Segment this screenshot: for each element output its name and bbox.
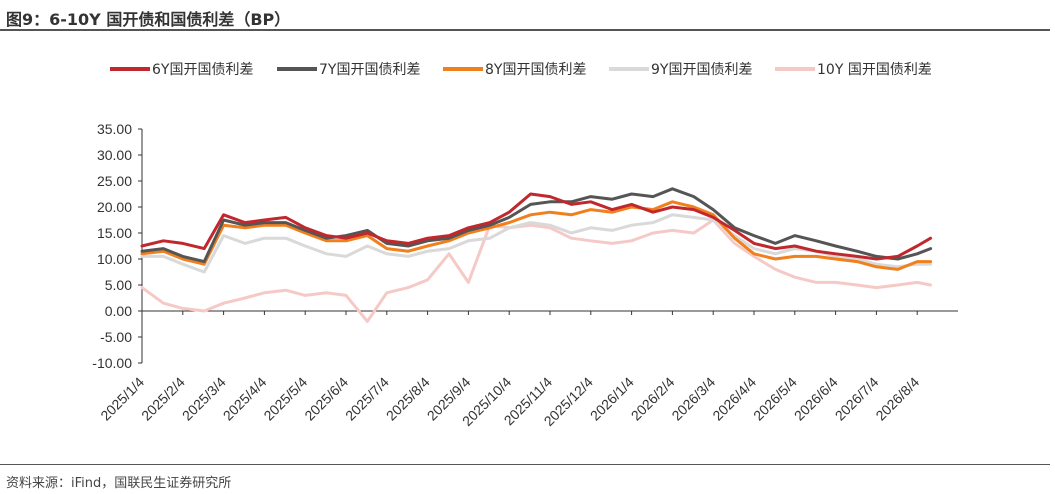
y-tick-label: -10.00	[92, 355, 132, 371]
y-tick-label: 10.00	[97, 251, 132, 267]
legend-label: 7Y国开国债利差	[319, 62, 420, 78]
legend-label: 10Y 国开国债利差	[817, 62, 932, 78]
x-tick-label: 2025/4/4	[220, 374, 270, 424]
y-tick-label: 5.00	[105, 277, 132, 293]
series-line	[140, 200, 933, 271]
chart-title: 图9：6-10Y 国开债和国债利差（BP）	[6, 10, 291, 29]
x-tick-label: 2026/6/4	[791, 374, 841, 424]
y-tick-label: 35.00	[97, 121, 132, 137]
x-tick-label: 2026/4/4	[709, 374, 759, 424]
y-axis: 35.00 30.00 25.00 20.00 15.00 10.00 5.00 0.00 -5…	[92, 121, 143, 371]
series-line	[140, 187, 933, 264]
series-line	[140, 192, 933, 261]
legend-label: 6Y国开国债利差	[152, 62, 253, 78]
x-tick-label: 2026/8/4	[872, 374, 922, 424]
y-tick-label: -5.00	[100, 329, 132, 345]
legend-label: 9Y国开国债利差	[651, 62, 752, 78]
y-tick-label: 30.00	[97, 147, 132, 163]
x-tick-label: 2026/5/4	[750, 374, 800, 424]
x-tick-label: 2026/2/4	[628, 374, 678, 424]
footer-divider	[0, 464, 1050, 465]
legend: 6Y国开国债利差 7Y国开国债利差 8Y国开国债利差 9Y国开国债利差 10Y 国开国债…	[110, 62, 932, 78]
y-tick-label: 25.00	[97, 173, 132, 189]
x-tick-label: 2026/1/4	[587, 374, 637, 424]
x-tick-label: 2025/8/4	[383, 374, 433, 424]
x-tick-label: 2025/5/4	[260, 374, 310, 424]
x-tick-label: 2026/7/4	[832, 374, 882, 424]
x-tick-label: 2025/3/4	[179, 374, 229, 424]
source-note: 资料来源：iFind，国联民生证券研究所	[6, 476, 232, 491]
x-tick-label: 2025/7/4	[342, 374, 392, 424]
title-divider	[0, 29, 1050, 31]
series-line	[140, 218, 933, 323]
y-tick-label: 20.00	[97, 199, 132, 215]
x-tick-label: 2026/3/4	[668, 374, 718, 424]
x-tick-label: 2025/2/4	[138, 374, 188, 424]
x-tick-label: 2025/6/4	[301, 374, 351, 424]
series-layer	[140, 187, 933, 323]
y-tick-label: 0.00	[105, 303, 132, 319]
y-tick-label: 15.00	[97, 225, 132, 241]
x-tick-label: 2025/1/4	[97, 374, 147, 424]
legend-label: 8Y国开国债利差	[485, 62, 586, 78]
x-axis: 2025/1/42025/2/42025/3/42025/4/42025/5/4…	[97, 310, 958, 429]
